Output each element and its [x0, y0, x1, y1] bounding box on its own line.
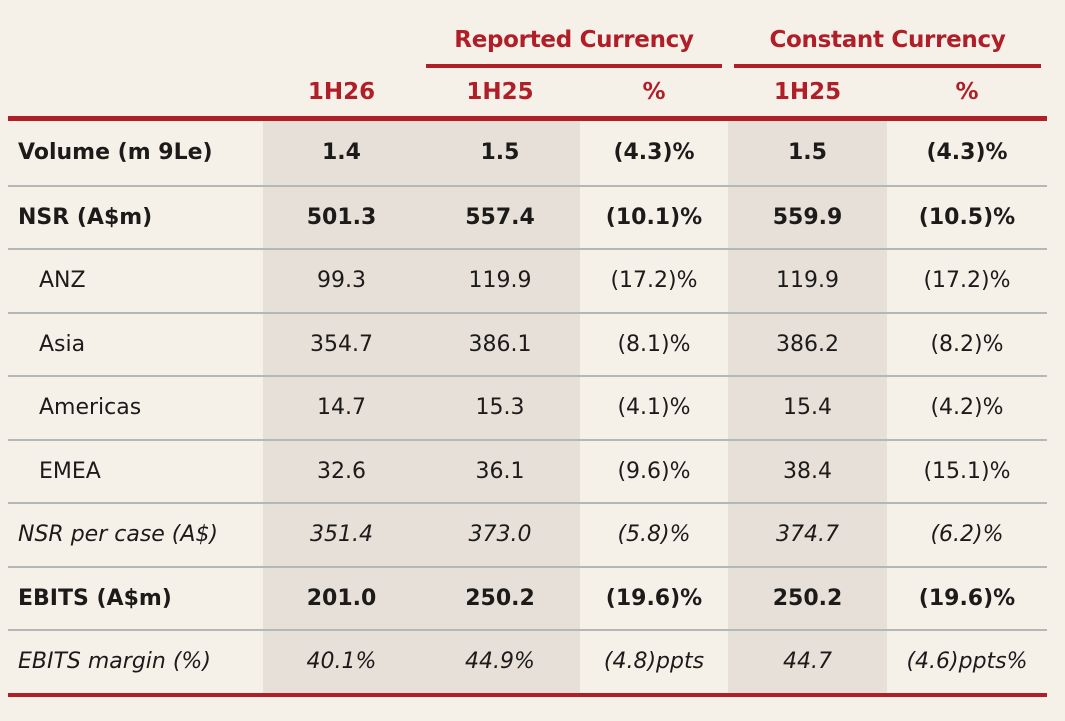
cell-constant-pct: (4.6)ppts%	[906, 649, 1028, 675]
row-ebits: EBITS (A$m) 201.0 250.2 (19.6)% 250.2 (1…	[8, 565, 1047, 629]
cell-reported-1h25: 386.1	[420, 313, 580, 375]
column-header-reported-pct: %	[642, 79, 666, 105]
cell-constant-pct: (17.2)%	[923, 268, 1011, 294]
column-header-constant-pct: %	[955, 79, 979, 105]
cell-constant-pct: (15.1)%	[923, 458, 1011, 484]
row-label: Americas	[39, 395, 142, 421]
reported-currency-group-header: Reported Currency	[426, 0, 722, 68]
cell-constant-pct: (10.5)%	[918, 204, 1016, 230]
row-ebits-margin: EBITS margin (%) 40.1% 44.9% (4.8)ppts 4…	[8, 629, 1047, 693]
cell-constant-pct: (19.6)%	[918, 585, 1016, 611]
row-asia: Asia 354.7 386.1 (8.1)% 386.2 (8.2)%	[8, 311, 1047, 375]
cell-reported-pct: (17.2)%	[610, 268, 698, 294]
cell-reported-1h25: 119.9	[420, 250, 580, 312]
column-header-empty	[8, 68, 263, 116]
row-label: EBITS (A$m)	[18, 585, 172, 611]
cell-1h26: 99.3	[263, 250, 420, 312]
cell-reported-1h25: 15.3	[420, 377, 580, 439]
reported-currency-label: Reported Currency	[454, 27, 694, 53]
column-header-reported-1h25: 1H25	[466, 79, 534, 105]
cell-constant-1h25: 386.2	[728, 313, 887, 375]
row-label: Volume (m 9Le)	[18, 140, 213, 166]
table-header: Reported Currency Constant Currency 1H26…	[8, 0, 1047, 121]
cell-constant-pct: (4.2)%	[930, 395, 1004, 421]
cell-1h26: 351.4	[263, 504, 420, 566]
cell-reported-1h25: 44.9%	[420, 631, 580, 693]
cell-constant-1h25: 1.5	[728, 121, 887, 185]
row-emea: EMEA 32.6 36.1 (9.6)% 38.4 (15.1)%	[8, 438, 1047, 502]
constant-currency-label: Constant Currency	[769, 27, 1006, 53]
row-label: EBITS margin (%)	[18, 649, 211, 675]
cell-reported-1h25: 250.2	[420, 567, 580, 629]
cell-constant-1h25: 250.2	[728, 567, 887, 629]
cell-constant-1h25: 15.4	[728, 377, 887, 439]
row-label: NSR per case (A$)	[18, 522, 219, 548]
constant-currency-group-header: Constant Currency	[734, 0, 1041, 68]
financial-results-table: Reported Currency Constant Currency 1H26…	[8, 0, 1047, 697]
row-label: ANZ	[39, 268, 86, 294]
cell-reported-1h25: 1.5	[420, 121, 580, 185]
row-nsr-per-case: NSR per case (A$) 351.4 373.0 (5.8)% 374…	[8, 502, 1047, 566]
cell-constant-pct: (8.2)%	[930, 331, 1004, 357]
cell-1h26: 14.7	[263, 377, 420, 439]
cell-constant-pct: (6.2)%	[930, 522, 1004, 548]
cell-reported-1h25: 373.0	[420, 504, 580, 566]
cell-constant-pct: (4.3)%	[926, 140, 1008, 166]
cell-constant-1h25: 374.7	[728, 504, 887, 566]
row-label: Asia	[39, 331, 86, 357]
cell-1h26: 32.6	[263, 440, 420, 502]
row-label: EMEA	[39, 458, 101, 484]
cell-constant-1h25: 119.9	[728, 250, 887, 312]
column-header-constant-1h25: 1H25	[773, 79, 842, 105]
cell-constant-1h25: 38.4	[728, 440, 887, 502]
row-americas: Americas 14.7 15.3 (4.1)% 15.4 (4.2)%	[8, 375, 1047, 439]
cell-reported-pct: (4.8)ppts	[603, 649, 705, 675]
cell-1h26: 354.7	[263, 313, 420, 375]
row-volume: Volume (m 9Le) 1.4 1.5 (4.3)% 1.5 (4.3)%	[8, 121, 1047, 185]
cell-reported-pct: (4.1)%	[617, 395, 691, 421]
row-anz: ANZ 99.3 119.9 (17.2)% 119.9 (17.2)%	[8, 248, 1047, 312]
cell-reported-pct: (5.8)%	[617, 522, 691, 548]
cell-1h26: 1.4	[263, 121, 420, 185]
cell-reported-1h25: 36.1	[420, 440, 580, 502]
cell-constant-1h25: 559.9	[728, 186, 887, 248]
cell-reported-pct: (9.6)%	[617, 458, 691, 484]
cell-constant-1h25: 44.7	[728, 631, 887, 693]
currency-group-header-row: Reported Currency Constant Currency	[8, 0, 1047, 68]
cell-1h26: 201.0	[263, 567, 420, 629]
cell-1h26: 501.3	[263, 186, 420, 248]
cell-1h26: 40.1%	[263, 631, 420, 693]
column-header-1h26: 1H26	[307, 79, 376, 105]
row-label: NSR (A$m)	[18, 204, 153, 230]
row-nsr: NSR (A$m) 501.3 557.4 (10.1)% 559.9 (10.…	[8, 184, 1047, 248]
cell-reported-pct: (10.1)%	[605, 204, 703, 230]
cell-reported-pct: (4.3)%	[613, 140, 695, 166]
table-body: Volume (m 9Le) 1.4 1.5 (4.3)% 1.5 (4.3)%…	[8, 121, 1047, 697]
cell-reported-pct: (19.6)%	[605, 585, 703, 611]
cell-reported-1h25: 557.4	[420, 186, 580, 248]
cell-reported-pct: (8.1)%	[617, 331, 691, 357]
column-header-row: 1H26 1H25 % 1H25 %	[8, 68, 1047, 116]
